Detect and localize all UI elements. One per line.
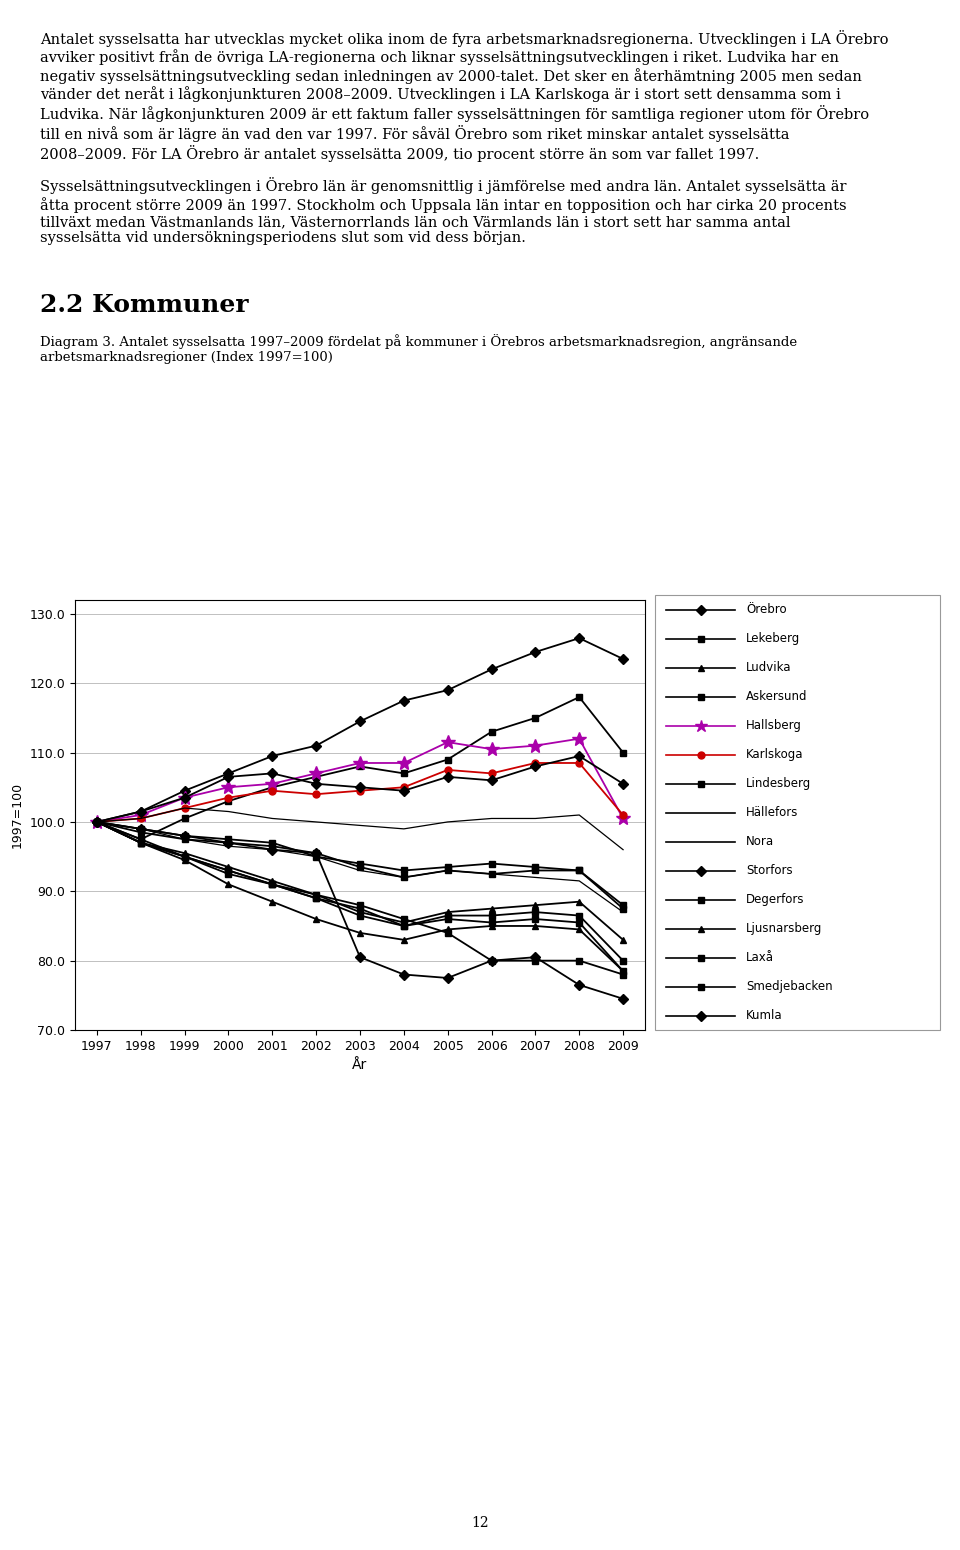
Text: 2.2 Kommuner: 2.2 Kommuner [40,293,249,316]
Text: Nora: Nora [746,835,775,848]
Text: Hallsberg: Hallsberg [746,719,802,732]
Text: Hällefors: Hällefors [746,806,799,818]
Text: Smedjebacken: Smedjebacken [746,980,833,994]
Text: Lindesberg: Lindesberg [746,777,811,790]
Text: Laxå: Laxå [746,952,774,964]
Text: 12: 12 [471,1516,489,1530]
Text: Ludvika: Ludvika [746,660,792,674]
Text: Kumla: Kumla [746,1009,782,1021]
Text: Örebro: Örebro [746,603,787,615]
Text: Diagram 3. Antalet sysselsatta 1997–2009 fördelat på kommuner i Örebros arbetsma: Diagram 3. Antalet sysselsatta 1997–2009… [40,335,797,364]
Y-axis label: 1997=100: 1997=100 [11,781,24,848]
Text: Karlskoga: Karlskoga [746,749,804,761]
Text: Ljusnarsberg: Ljusnarsberg [746,922,823,935]
Text: Askersund: Askersund [746,690,807,704]
Text: Lekeberg: Lekeberg [746,632,801,645]
X-axis label: År: År [352,1059,368,1073]
Text: Sysselsättningsutvecklingen i Örebro län är genomsnittlig i jämförelse med andra: Sysselsättningsutvecklingen i Örebro län… [40,178,847,245]
Text: Degerfors: Degerfors [746,893,804,907]
Text: Antalet sysselsatta har utvecklas mycket olika inom de fyra arbetsmarknadsregion: Antalet sysselsatta har utvecklas mycket… [40,29,889,161]
Text: Storfors: Storfors [746,863,793,877]
